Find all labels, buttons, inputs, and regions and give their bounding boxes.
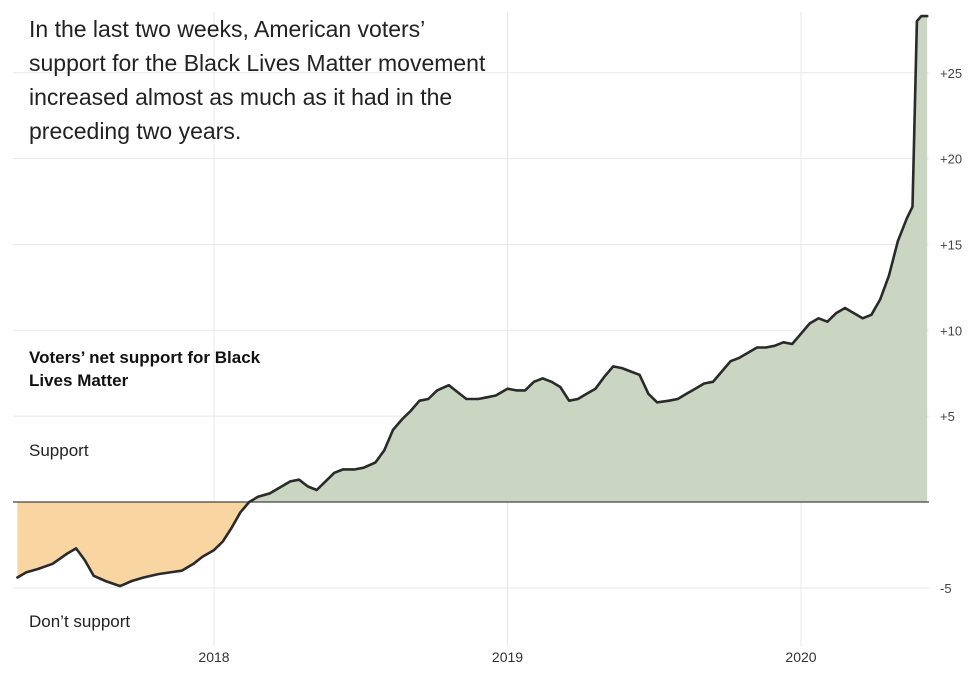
y-tick-label: +5 (940, 409, 955, 424)
series-label: Voters’ net support for Black Lives Matt… (29, 348, 261, 390)
x-axis-ticks: 2018 2019 2020 (198, 649, 816, 665)
x-tick-label: 2020 (785, 649, 816, 665)
y-tick-label: +15 (940, 237, 962, 252)
y-tick-label: +10 (940, 323, 962, 338)
y-tick-label: -5 (940, 581, 952, 596)
y-tick-label: +25 (940, 66, 962, 81)
support-line (16, 14, 929, 588)
x-tick-label: 2019 (492, 649, 523, 665)
x-tick-label: 2018 (198, 649, 229, 665)
y-axis-ticks: +25 +20 +15 +10 +5 -5 (940, 66, 962, 596)
negative-area-fill (17, 502, 928, 587)
positive-area-fill (17, 16, 928, 502)
headline: In the last two weeks, American voters’ … (29, 16, 486, 144)
y-tick-label: +20 (940, 152, 962, 167)
dont-support-label: Don’t support (29, 612, 131, 631)
support-label: Support (29, 441, 89, 460)
